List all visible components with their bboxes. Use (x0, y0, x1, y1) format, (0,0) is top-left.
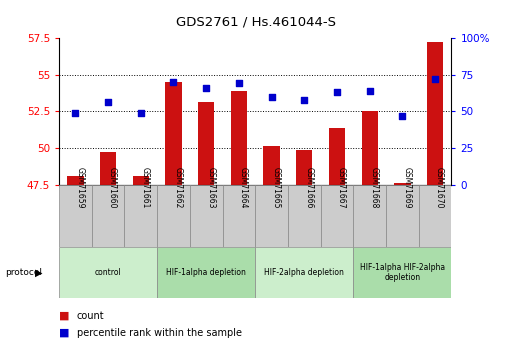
Bar (419, 185, 451, 247)
Text: GSM71664: GSM71664 (239, 167, 248, 208)
Bar (296, 150, 312, 185)
Point (366, 88, 374, 93)
Bar (67, 176, 84, 185)
Bar (100, 152, 116, 185)
Bar (394, 183, 410, 185)
Text: control: control (95, 268, 122, 277)
Text: GSM71660: GSM71660 (108, 167, 117, 208)
Text: GSM71665: GSM71665 (271, 167, 281, 208)
Text: GSM71663: GSM71663 (206, 167, 215, 208)
Bar (124, 185, 157, 247)
Point (104, 100, 112, 105)
Point (71, 110, 80, 116)
Bar (165, 82, 182, 185)
Bar (353, 247, 451, 298)
Bar (321, 185, 353, 247)
Bar (59, 247, 157, 298)
Point (235, 81, 243, 86)
Text: HIF-1alpha depletion: HIF-1alpha depletion (166, 268, 246, 277)
Bar (353, 185, 386, 247)
Bar (223, 185, 255, 247)
Bar (231, 91, 247, 185)
Bar (362, 111, 378, 185)
Bar (198, 102, 214, 185)
Point (398, 113, 406, 118)
Text: HIF-2alpha depletion: HIF-2alpha depletion (264, 268, 344, 277)
Bar (157, 185, 190, 247)
Text: GSM71670: GSM71670 (435, 167, 444, 208)
Point (169, 79, 177, 85)
Text: ■: ■ (59, 311, 73, 321)
Text: HIF-1alpha HIF-2alpha
depletion: HIF-1alpha HIF-2alpha depletion (360, 263, 445, 282)
Bar (59, 185, 92, 247)
Text: protocol: protocol (5, 268, 42, 277)
Bar (427, 42, 443, 185)
Bar (190, 185, 223, 247)
Bar (263, 146, 280, 185)
Text: GDS2761 / Hs.461044-S: GDS2761 / Hs.461044-S (176, 16, 337, 29)
Point (136, 110, 145, 116)
Bar (157, 247, 255, 298)
Bar (386, 185, 419, 247)
Point (300, 97, 308, 102)
Point (431, 76, 439, 82)
Text: GSM71661: GSM71661 (141, 167, 150, 208)
Text: GSM71668: GSM71668 (370, 167, 379, 208)
Bar (288, 185, 321, 247)
Bar (255, 185, 288, 247)
Text: GSM71659: GSM71659 (75, 167, 84, 208)
Text: ▶: ▶ (35, 268, 43, 277)
Text: GSM71669: GSM71669 (402, 167, 411, 208)
Bar (329, 128, 345, 185)
Bar (255, 247, 353, 298)
Bar (92, 185, 124, 247)
Bar (132, 176, 149, 185)
Point (202, 85, 210, 91)
Text: ■: ■ (59, 328, 73, 338)
Point (333, 89, 341, 95)
Text: count: count (77, 311, 105, 321)
Text: GSM71662: GSM71662 (173, 167, 183, 208)
Text: percentile rank within the sample: percentile rank within the sample (77, 328, 242, 338)
Point (267, 94, 275, 99)
Text: GSM71666: GSM71666 (304, 167, 313, 208)
Text: GSM71667: GSM71667 (337, 167, 346, 208)
